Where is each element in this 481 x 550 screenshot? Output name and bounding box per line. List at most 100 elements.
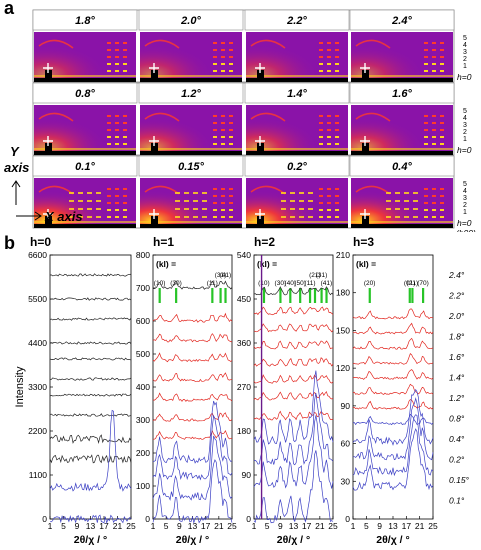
layer-line-label: 2 bbox=[463, 202, 467, 209]
bragg-spot bbox=[319, 115, 323, 117]
bragg-spot bbox=[213, 136, 217, 138]
bragg-spot bbox=[327, 70, 331, 72]
bragg-spot bbox=[123, 122, 127, 124]
bragg-spot bbox=[229, 195, 233, 197]
y-axis-label-line2: axis bbox=[4, 160, 29, 175]
bragg-spot bbox=[213, 122, 217, 124]
yoneda-band bbox=[246, 221, 348, 223]
profile-trace bbox=[152, 372, 233, 382]
profile-trace bbox=[352, 397, 434, 461]
direct-beam-marker bbox=[360, 63, 370, 73]
angle-label: 2.2° bbox=[448, 291, 465, 301]
bragg-spot bbox=[78, 216, 83, 218]
beam-stop bbox=[151, 216, 158, 228]
angle-caption: 1.6° bbox=[392, 88, 412, 100]
y-tick-label: 3300 bbox=[28, 382, 47, 392]
bragg-spot bbox=[107, 188, 111, 190]
bragg-spot bbox=[107, 63, 111, 65]
chart-title: h=1 bbox=[153, 235, 174, 249]
bragg-spot bbox=[107, 216, 111, 218]
scattering-ring bbox=[355, 185, 391, 195]
bragg-spot bbox=[213, 70, 217, 72]
reflection-marker bbox=[308, 288, 312, 303]
scattering-ring bbox=[38, 185, 74, 195]
bragg-spot bbox=[335, 202, 339, 204]
bragg-spot bbox=[87, 208, 92, 210]
profile-trace bbox=[49, 357, 132, 361]
x-tick-label: 21 bbox=[214, 521, 224, 531]
y-tick-label: 0 bbox=[345, 514, 350, 524]
profile-trace bbox=[352, 399, 434, 411]
bragg-spot bbox=[229, 49, 233, 51]
bragg-spot bbox=[424, 49, 428, 51]
angle-caption: 1.8° bbox=[75, 15, 95, 27]
bragg-spot bbox=[319, 143, 323, 145]
bragg-spot bbox=[221, 56, 225, 58]
bragg-spot bbox=[395, 216, 400, 218]
y-tick-label: 2200 bbox=[28, 426, 47, 436]
bragg-spot bbox=[432, 136, 436, 138]
bragg-spot bbox=[424, 136, 428, 138]
bragg-spot bbox=[413, 208, 418, 210]
x-tick-label: 25 bbox=[227, 521, 237, 531]
angle-label: 1.4° bbox=[449, 373, 465, 383]
layer-line-label: 4 bbox=[463, 42, 467, 49]
bragg-spot bbox=[299, 216, 304, 218]
x-tick-label: 1 bbox=[252, 521, 257, 531]
reflection-marker bbox=[224, 288, 227, 303]
bragg-spot bbox=[327, 202, 331, 204]
bragg-spot bbox=[440, 63, 444, 65]
yoneda-band bbox=[351, 148, 453, 150]
bragg-spot bbox=[213, 129, 217, 131]
scattering-ring bbox=[250, 112, 286, 122]
h-index-label: h=0 bbox=[457, 218, 472, 228]
bragg-spot bbox=[107, 136, 111, 138]
bragg-spot bbox=[229, 122, 233, 124]
bragg-spot bbox=[229, 56, 233, 58]
chart-title: h=2 bbox=[254, 235, 275, 249]
bragg-spot bbox=[319, 129, 323, 131]
layer-line-label: 5 bbox=[463, 35, 467, 42]
bragg-spot bbox=[221, 42, 225, 44]
reflection-marker bbox=[368, 288, 371, 303]
bragg-spot bbox=[229, 115, 233, 117]
bragg-spot bbox=[440, 129, 444, 131]
bragg-spot bbox=[213, 188, 217, 190]
beam-stop bbox=[257, 216, 264, 228]
y-tick-label: 360 bbox=[237, 338, 251, 348]
profile-trace bbox=[352, 414, 434, 477]
y-tick-label: 5500 bbox=[28, 294, 47, 304]
shadow-band bbox=[246, 78, 348, 82]
reflection-label: (30) bbox=[275, 280, 287, 287]
angle-caption-cell bbox=[349, 9, 455, 31]
angle-label: 0.8° bbox=[449, 414, 465, 424]
reflection-marker bbox=[325, 288, 328, 303]
y-axis-arrow bbox=[11, 180, 21, 205]
bragg-spot bbox=[327, 188, 331, 190]
bragg-spot bbox=[115, 136, 119, 138]
bragg-spot bbox=[184, 216, 189, 218]
bragg-spot bbox=[213, 115, 217, 117]
scattering-ring bbox=[38, 39, 74, 49]
bragg-spot bbox=[213, 143, 217, 145]
x-tick-label: 13 bbox=[188, 521, 198, 531]
profile-trace bbox=[152, 333, 233, 343]
bragg-spot bbox=[175, 192, 180, 194]
x-tick-label: 21 bbox=[415, 521, 425, 531]
reflection-label: (01) bbox=[404, 280, 416, 287]
angle-caption: 1.4° bbox=[287, 88, 307, 100]
reflection-label: (70) bbox=[417, 280, 429, 287]
kl-label: (kl) = bbox=[156, 259, 176, 269]
y-tick-label: 30 bbox=[341, 476, 351, 486]
profile-trace bbox=[352, 369, 434, 380]
x-tick-label: 5 bbox=[164, 521, 169, 531]
y-tick-label: 540 bbox=[237, 250, 251, 260]
bragg-spot bbox=[221, 63, 225, 65]
bragg-spot bbox=[213, 63, 217, 65]
profile-trace bbox=[253, 286, 334, 296]
bragg-spot bbox=[319, 42, 323, 44]
yoneda-band bbox=[34, 75, 136, 77]
bragg-spot bbox=[424, 143, 428, 145]
bragg-spot bbox=[440, 143, 444, 145]
